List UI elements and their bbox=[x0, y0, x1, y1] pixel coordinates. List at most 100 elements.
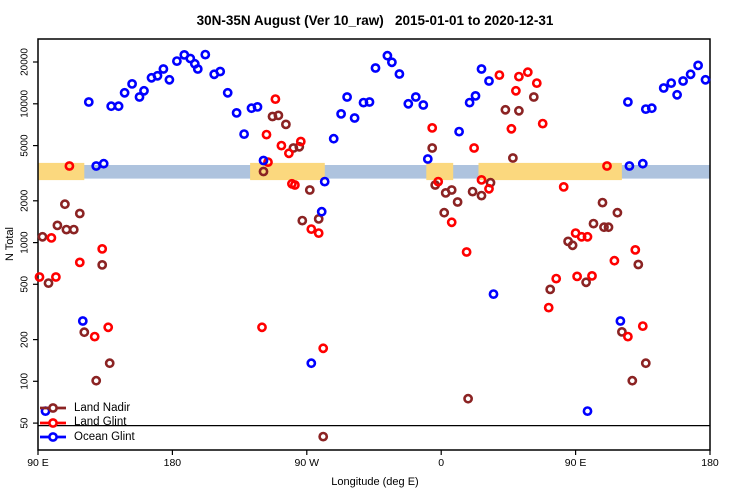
data-point bbox=[394, 69, 405, 79]
data-point bbox=[693, 60, 703, 71]
data-point bbox=[467, 186, 478, 197]
data-point bbox=[68, 224, 79, 235]
data-point bbox=[294, 141, 305, 152]
data-point bbox=[51, 272, 61, 282]
data-point bbox=[602, 161, 612, 171]
data-point bbox=[603, 222, 614, 233]
data-point bbox=[215, 66, 226, 77]
data-point bbox=[119, 87, 130, 98]
data-point bbox=[77, 316, 88, 326]
data-point bbox=[531, 78, 542, 88]
data-point bbox=[34, 272, 45, 282]
series-ocean-glint bbox=[40, 49, 711, 416]
x-tick-label: 180 bbox=[164, 457, 182, 469]
data-point bbox=[464, 97, 475, 108]
data-point bbox=[511, 85, 521, 96]
data-point bbox=[672, 89, 682, 100]
data-point bbox=[637, 321, 648, 331]
data-point bbox=[439, 207, 450, 218]
data-point bbox=[506, 123, 517, 134]
data-point bbox=[588, 218, 599, 229]
data-point bbox=[476, 174, 487, 185]
data-point bbox=[127, 79, 137, 89]
legend-item: Land Nadir bbox=[39, 401, 135, 416]
data-point bbox=[91, 375, 102, 386]
data-point bbox=[446, 217, 457, 228]
y-tick-label: 200 bbox=[20, 331, 31, 348]
data-point bbox=[79, 327, 90, 338]
data-point bbox=[313, 228, 324, 238]
data-point bbox=[52, 220, 63, 231]
data-point bbox=[258, 155, 269, 166]
data-point bbox=[89, 331, 100, 342]
data-point bbox=[522, 67, 533, 78]
data-point bbox=[678, 76, 688, 86]
data-point bbox=[258, 166, 269, 177]
data-point bbox=[537, 118, 548, 129]
x-axis-title: Longitude (deg E) bbox=[331, 476, 419, 488]
data-point bbox=[74, 208, 85, 219]
data-point bbox=[567, 240, 578, 251]
data-point bbox=[403, 98, 414, 109]
y-tick-label: 5000 bbox=[20, 134, 31, 157]
data-point bbox=[304, 185, 315, 195]
data-point bbox=[239, 129, 249, 139]
data-point bbox=[609, 255, 620, 266]
data-point bbox=[158, 64, 169, 74]
y-tick-label: 20000 bbox=[20, 48, 31, 76]
data-point bbox=[633, 259, 644, 270]
data-point bbox=[422, 154, 433, 164]
data-point bbox=[454, 126, 464, 137]
legend-marker bbox=[40, 403, 66, 414]
data-point bbox=[666, 78, 677, 88]
band-yellow-segment bbox=[250, 162, 325, 181]
data-point bbox=[615, 316, 626, 326]
data-point bbox=[617, 326, 627, 337]
data-point bbox=[318, 343, 329, 354]
band-yellow-segment bbox=[426, 162, 454, 181]
data-point bbox=[370, 63, 381, 73]
data-point bbox=[484, 183, 494, 194]
data-point bbox=[97, 243, 108, 254]
data-point bbox=[624, 161, 635, 171]
data-point bbox=[283, 148, 294, 159]
x-tick-label: 0 bbox=[438, 457, 444, 469]
data-point bbox=[316, 206, 327, 217]
data-point bbox=[364, 97, 375, 107]
band-yellow-segment bbox=[478, 162, 622, 181]
data-point bbox=[37, 231, 48, 242]
data-point bbox=[349, 113, 360, 123]
data-point bbox=[192, 64, 203, 74]
data-point bbox=[74, 257, 85, 268]
y-tick-label: 50 bbox=[20, 417, 31, 429]
series-land-nadir bbox=[37, 92, 651, 442]
data-point bbox=[646, 103, 657, 114]
data-point bbox=[382, 50, 393, 61]
series-land-glint bbox=[34, 67, 648, 354]
data-point bbox=[623, 331, 633, 342]
data-point bbox=[528, 92, 539, 102]
data-point bbox=[295, 136, 306, 147]
data-point bbox=[597, 197, 608, 208]
data-point bbox=[336, 109, 346, 119]
data-point bbox=[222, 87, 233, 98]
data-point bbox=[164, 74, 175, 85]
data-point bbox=[484, 76, 494, 86]
data-point bbox=[476, 190, 487, 201]
data-point bbox=[98, 158, 109, 169]
data-point bbox=[433, 176, 444, 187]
data-point bbox=[637, 158, 648, 169]
legend-marker bbox=[40, 417, 66, 428]
data-point bbox=[470, 91, 481, 101]
data-point bbox=[328, 133, 339, 144]
data-point bbox=[270, 94, 281, 104]
data-point bbox=[446, 185, 457, 195]
data-point bbox=[476, 64, 487, 74]
legend-label: Ocean Glint bbox=[74, 430, 135, 443]
data-point bbox=[43, 278, 54, 288]
data-point bbox=[640, 358, 651, 369]
legend-item: Ocean Glint bbox=[39, 430, 135, 445]
data-point bbox=[418, 100, 429, 110]
data-point bbox=[342, 92, 352, 102]
